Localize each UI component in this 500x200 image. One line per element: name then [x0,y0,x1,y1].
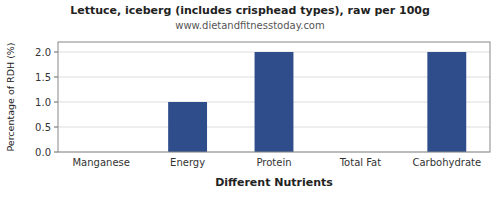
x-tick-label: Manganese [72,157,129,168]
x-tick-label: Total Fat [339,157,381,168]
chart: Lettuce, iceberg (includes crisphead typ… [0,0,500,200]
y-tick [54,102,58,103]
subtitle: www.dietandfitnesstoday.com [175,20,324,31]
y-tick-label: 1.0 [35,97,51,108]
y-tick [54,152,58,153]
y-tick-label: 0.0 [35,147,51,158]
y-tick [54,127,58,128]
bars [168,52,466,152]
bar [168,102,207,152]
bar [427,52,466,152]
y-tick-label: 0.5 [35,122,51,133]
x-ticks: Manganese Energy Protein Total Fat Carbohydr… [72,157,481,168]
bar [255,52,294,152]
x-axis-label: Different Nutrients [215,176,333,189]
y-axis-label: Percentage of RDH (%) [5,42,16,151]
y-tick-label: 1.5 [35,72,51,83]
grid [58,52,490,152]
chart-container: Lettuce, iceberg (includes crisphead typ… [0,0,500,200]
y-tick-label: 2.0 [35,47,51,58]
plot-frame [58,42,490,152]
y-tick [54,77,58,78]
x-tick-label: Energy [170,157,205,168]
y-tick [54,52,58,53]
y-ticks: 0.0 0.5 1.0 1.5 2.0 [35,47,58,158]
x-tick-label: Carbohydrate [412,157,481,168]
x-tick-label: Protein [256,157,291,168]
title: Lettuce, iceberg (includes crisphead typ… [70,4,430,17]
